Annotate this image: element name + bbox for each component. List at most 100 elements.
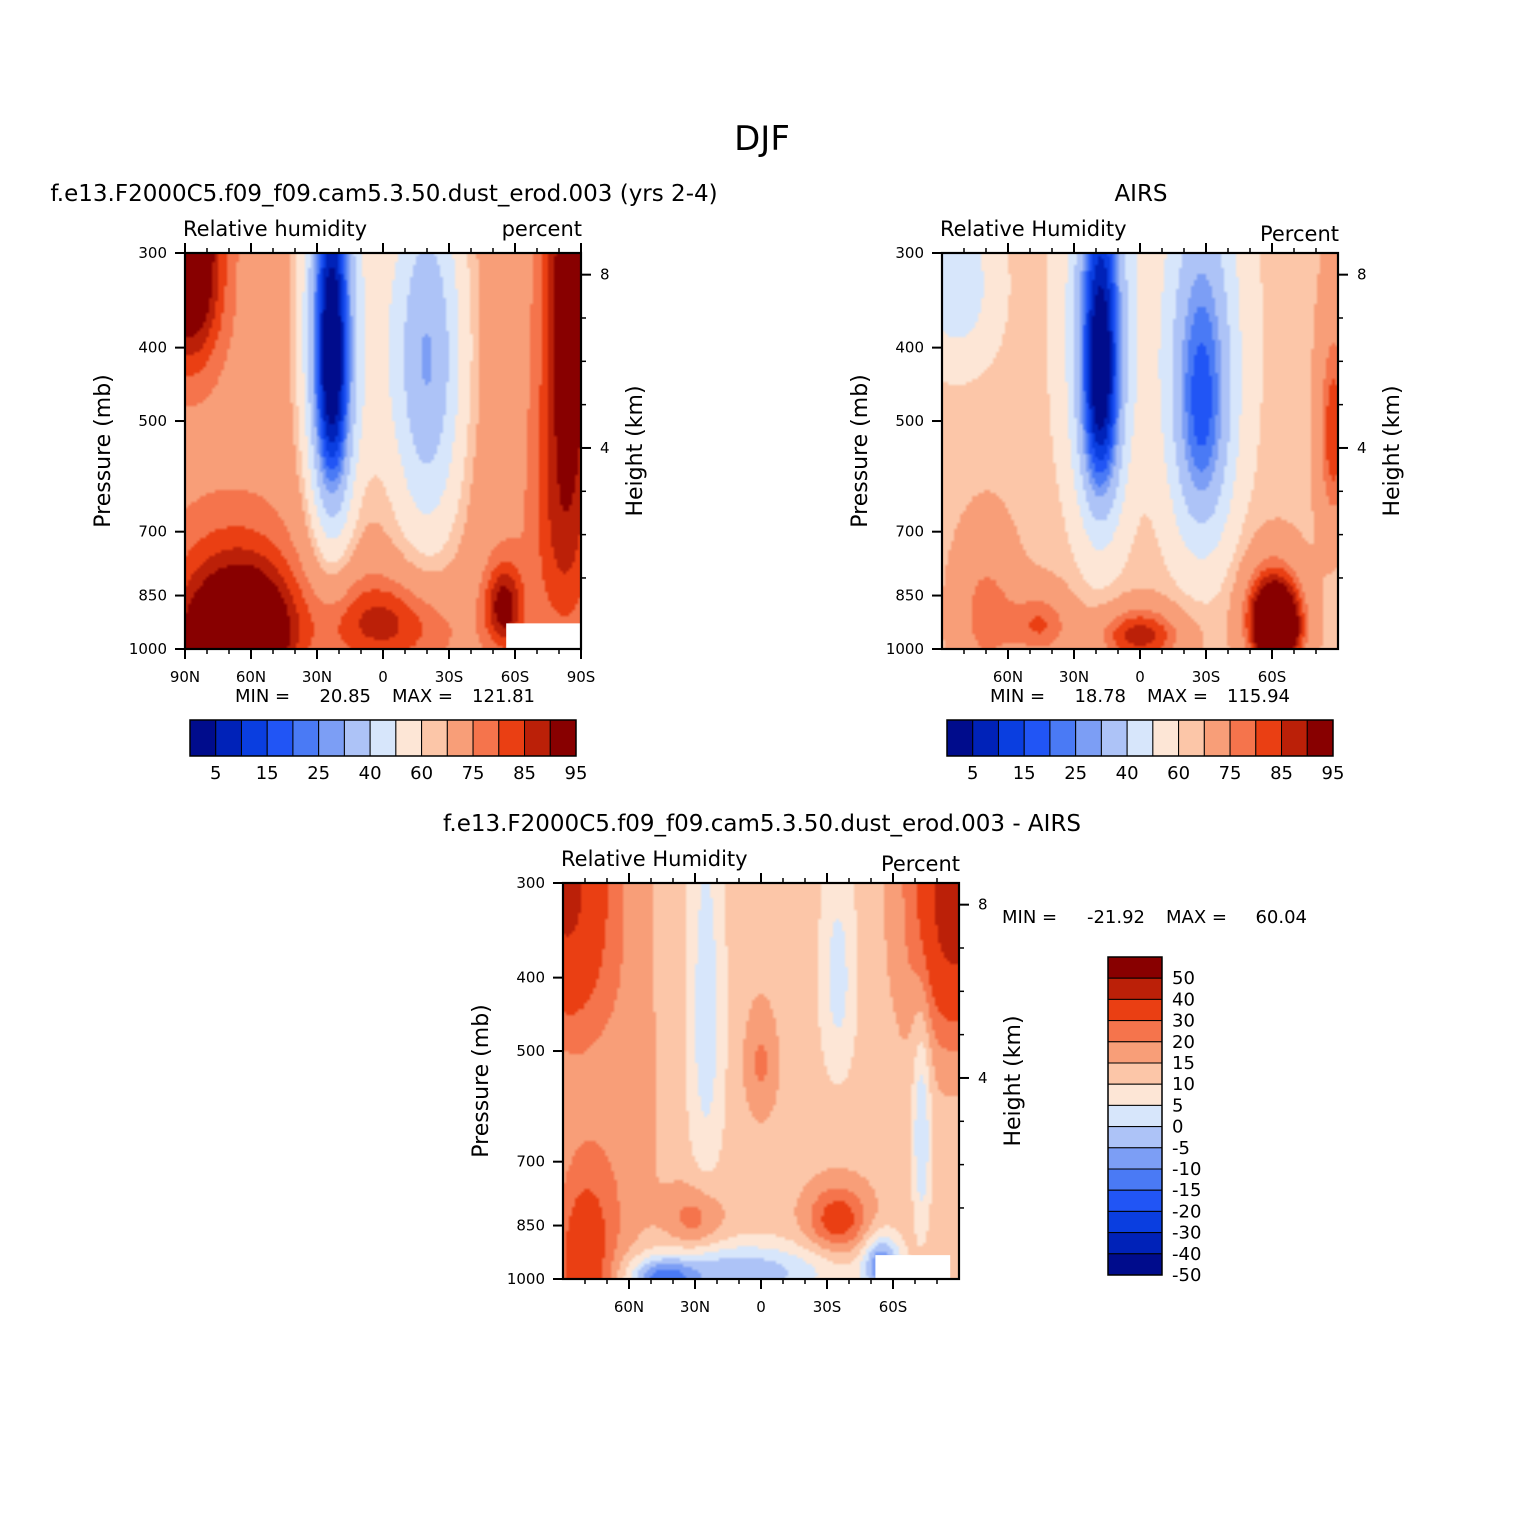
panel-difference-right-string: Percent [881, 852, 960, 876]
panel-airs-max-label: MAX = [1147, 686, 1208, 707]
panel-airs-colorbar-label: 60 [1167, 763, 1190, 784]
panel-model-y-tick-label: 850 [138, 587, 167, 605]
panel-airs-colorbar: 5 15 25 40 60 75 85 95 [946, 719, 1345, 784]
panel-difference-colorbar-label: 50 [1172, 968, 1195, 989]
panel-airs-y-right-tick-label: 4 [1357, 439, 1367, 457]
panel-airs-y-tick-label: 500 [895, 412, 924, 430]
panel-airs-colorbar-label: 5 [967, 763, 978, 784]
panel-difference-colorbar-label: -30 [1172, 1223, 1201, 1244]
panel-airs-colorbar-label: 85 [1270, 763, 1293, 784]
panel-airs-ylabel-right: Height (km) [1380, 385, 1405, 516]
panel-model-colorbar-box [369, 719, 397, 757]
panel-difference-colorbar-label: 10 [1172, 1074, 1195, 1095]
panel-model-colorbar-box [343, 719, 371, 757]
panel-model-left-string: Relative humidity [183, 217, 367, 241]
panel-model-x-tick-label: 30N [302, 668, 332, 686]
panel-model-colorbar-label: 60 [410, 763, 433, 784]
panel-airs-colorbar-label: 75 [1219, 763, 1242, 784]
panel-model-y-tick-label: 300 [138, 244, 167, 262]
panel-difference-max-value: 60.04 [1255, 907, 1307, 928]
panel-airs-x-tick-label: 30S [1192, 668, 1221, 686]
panel-model-y-tick-label: 1000 [129, 640, 167, 658]
panel-model-colorbar-box [524, 719, 551, 757]
panel-airs-colorbar-box [1075, 719, 1102, 757]
panel-difference-colorbar-box [1107, 1168, 1163, 1191]
panel-airs-colorbar-box [1229, 719, 1257, 757]
panel-difference-min-label: MIN = [1002, 907, 1057, 928]
panel-model-colorbar-label: 15 [256, 763, 279, 784]
panel-airs-colorbar-box [1126, 719, 1154, 757]
panel-airs-colorbar-label: 25 [1064, 763, 1087, 784]
panel-difference-missing-region [875, 1255, 951, 1279]
panel-difference-y-tick-label: 700 [516, 1153, 545, 1171]
panel-model-x-tick-label: 30S [435, 668, 464, 686]
panel-difference-x-tick-label: 60S [879, 1298, 908, 1316]
panel-model-max-value: 121.81 [472, 686, 535, 707]
panel-model-colorbar-label: 25 [307, 763, 330, 784]
panel-difference-colorbar-box [1107, 1210, 1163, 1234]
panel-difference-colorbar-box [1107, 1147, 1163, 1170]
panel-airs-plot: 60N 30N 0 30S 60S 300 400 500 700 850 1000 8 4 [886, 243, 1367, 686]
panel-difference-left-string: Relative Humidity [561, 847, 748, 871]
panel-airs-max-value: 115.94 [1227, 686, 1290, 707]
panel-difference-colorbar-box [1107, 1104, 1163, 1128]
panel-difference-colorbar-box [1107, 1232, 1163, 1255]
panel-airs-x-tick-label: 60N [993, 668, 1023, 686]
panel-difference-colorbar-label: 0 [1172, 1117, 1183, 1138]
panel-model-colorbar-label: 5 [210, 763, 221, 784]
panel-model-ylabel-right: Height (km) [623, 385, 648, 516]
panel-airs-y-tick-label: 400 [895, 339, 924, 357]
panel-difference-y-tick-label: 500 [516, 1042, 545, 1060]
panel-difference-colorbar-box [1107, 1020, 1163, 1043]
panel-airs-colorbar-box [997, 719, 1025, 757]
panel-difference: f.e13.F2000C5.f09_f09.cam5.3.50.dust_ero… [443, 811, 1307, 1316]
panel-difference-colorbar-label: -15 [1172, 1180, 1201, 1201]
panel-airs: AIRS Relative Humidity Percent 60N 30N 0 30… [848, 181, 1405, 784]
panel-model-colorbar-box [472, 719, 500, 757]
panel-difference-y-tick-label: 850 [516, 1217, 545, 1235]
panel-airs-colorbar-box [1203, 719, 1231, 757]
panel-model: f.e13.F2000C5.f09_f09.cam5.3.50.dust_ero… [50, 181, 717, 784]
panel-model-x-tick-label: 90S [567, 668, 596, 686]
panel-airs-contour-field [942, 253, 1338, 649]
panel-model-colorbar-box [549, 719, 577, 757]
panel-model-colorbar-box [215, 719, 242, 757]
panel-difference-colorbar-label: -10 [1172, 1159, 1201, 1180]
panel-airs-title: AIRS [1114, 181, 1167, 207]
panel-model-colorbar-box [446, 719, 474, 757]
panel-model-x-tick-label: 60S [501, 668, 530, 686]
panel-difference-y-right-tick-label: 8 [978, 896, 988, 914]
panel-model-max-label: MAX = [392, 686, 453, 707]
panel-difference-x-tick-label: 60N [614, 1298, 644, 1316]
panel-model-colorbar-label: 95 [565, 763, 588, 784]
panel-model-colorbar-box [266, 719, 294, 757]
panel-model-contour-field [185, 253, 581, 649]
panel-model-x-tick-label: 90N [170, 668, 200, 686]
panel-model-min-value: 20.85 [319, 686, 371, 707]
panel-airs-right-string: Percent [1260, 222, 1339, 246]
panel-difference-colorbar-label: 30 [1172, 1011, 1195, 1032]
panel-airs-colorbar-label: 95 [1322, 763, 1345, 784]
panel-difference-colorbar-box [1107, 1189, 1163, 1212]
panel-difference-colorbar-box [1107, 998, 1163, 1022]
panel-model-colorbar-box [421, 719, 448, 757]
panel-model-ylabel: Pressure (mb) [91, 374, 116, 528]
panel-difference-colorbar-box [1107, 1083, 1163, 1106]
panel-airs-colorbar-box [1100, 719, 1128, 757]
panel-airs-colorbar-label: 40 [1116, 763, 1139, 784]
panel-difference-colorbar-frame [1107, 956, 1163, 1276]
panel-model-missing-region [506, 623, 581, 649]
panel-model-title: f.e13.F2000C5.f09_f09.cam5.3.50.dust_ero… [50, 181, 717, 207]
panel-model-colorbar: 5 15 25 40 60 75 85 95 [189, 719, 588, 784]
panel-airs-y-tick-label: 850 [895, 587, 924, 605]
panel-model-colorbar-box [240, 719, 268, 757]
panel-model-y-tick-label: 500 [138, 412, 167, 430]
panel-airs-ylabel: Pressure (mb) [848, 374, 873, 528]
panel-model-right-string: percent [502, 217, 582, 241]
panel-difference-title: f.e13.F2000C5.f09_f09.cam5.3.50.dust_ero… [443, 811, 1081, 837]
panel-model-colorbar-box [395, 719, 423, 757]
panel-difference-y-tick-label: 300 [516, 874, 545, 892]
panel-difference-x-tick-label: 30N [680, 1298, 710, 1316]
panel-airs-colorbar-label: 15 [1013, 763, 1036, 784]
